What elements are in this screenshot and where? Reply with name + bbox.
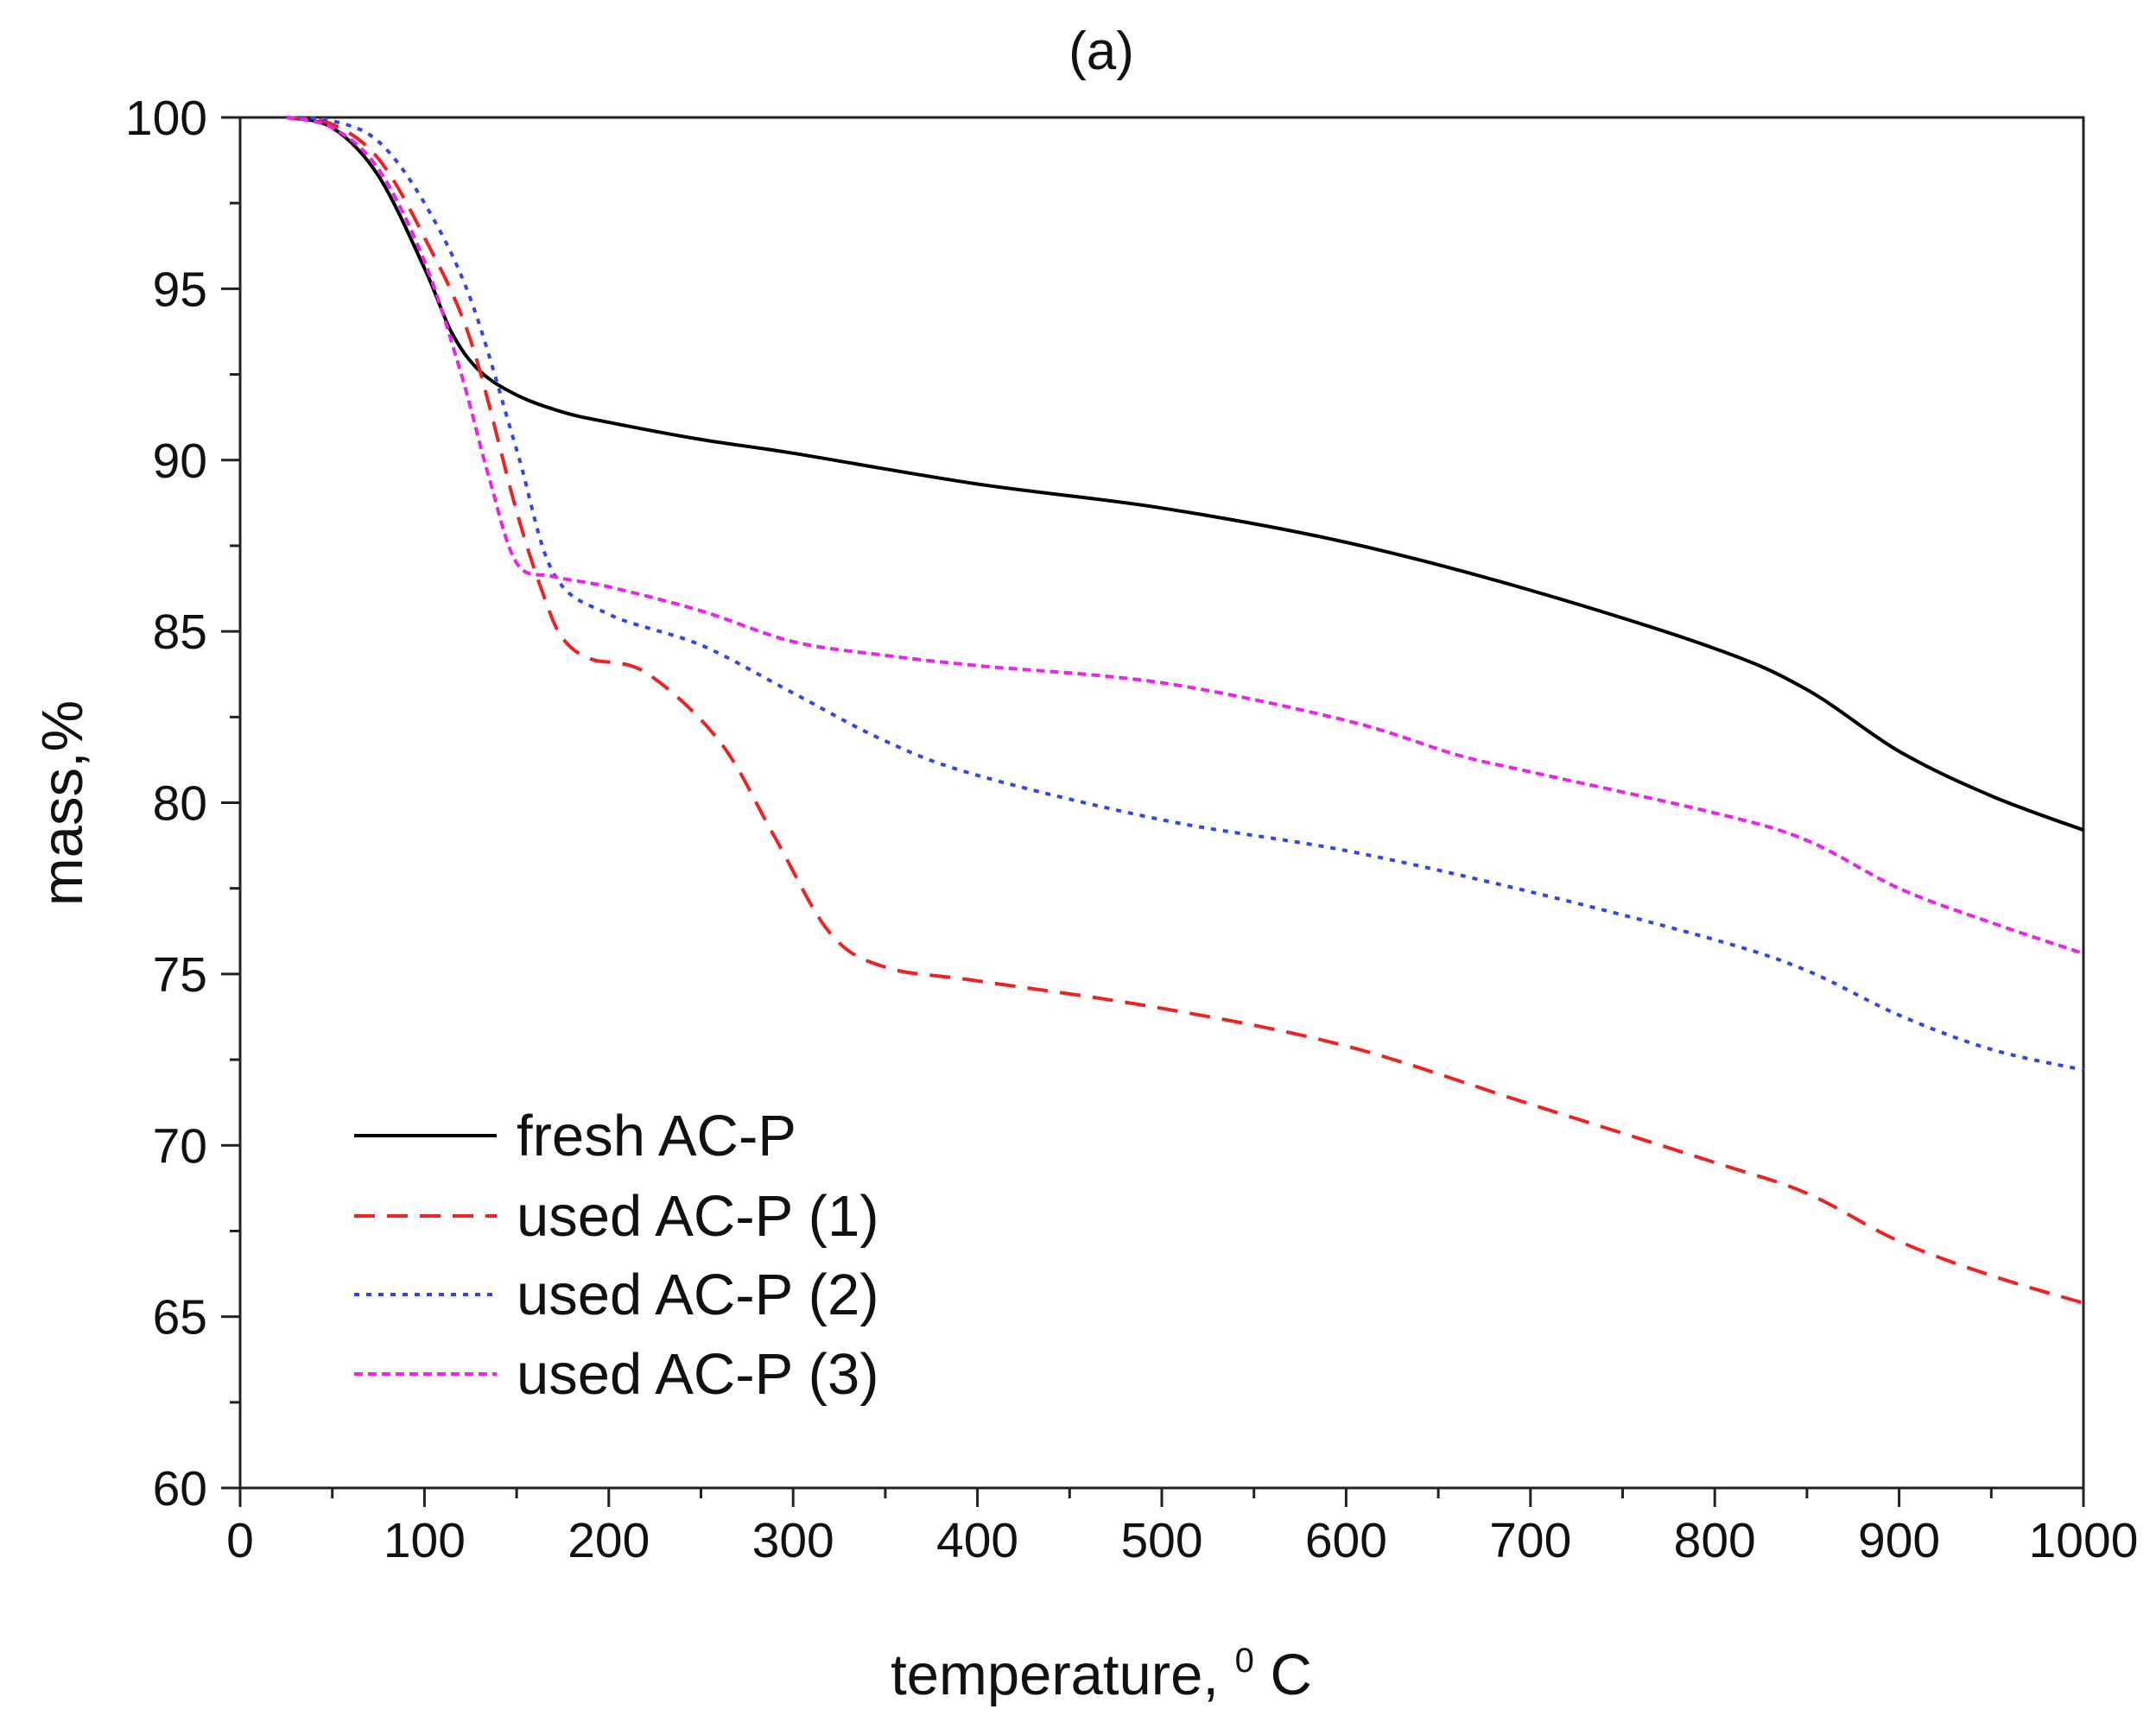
x-tick-label: 0 <box>226 1513 254 1568</box>
legend: fresh AC-P used AC-P (1) used AC-P (2) u… <box>354 1104 879 1407</box>
series-line-2 <box>286 116 2084 1305</box>
legend-label-fresh: fresh AC-P <box>517 1104 796 1168</box>
y-tick-label: 90 <box>153 434 207 489</box>
y-tick-label: 85 <box>153 605 207 660</box>
x-axis-title-superscript: 0 <box>1235 1642 1254 1680</box>
legend-label-used-3: used AC-P (3) <box>517 1342 879 1407</box>
x-tick-label: 900 <box>1858 1513 1940 1568</box>
x-tick-label: 500 <box>1120 1513 1202 1568</box>
y-tick-label: 60 <box>153 1461 207 1516</box>
y-tick-label: 100 <box>125 91 207 146</box>
x-axis-title: temperature, 0 C <box>891 1620 1312 1707</box>
y-tick-label: 65 <box>153 1290 207 1345</box>
y-tick-label: 95 <box>153 262 207 317</box>
x-axis-title-text: temperature, <box>891 1643 1234 1707</box>
x-axis-title-unit: C <box>1270 1643 1311 1707</box>
legend-label-used-2: used AC-P (2) <box>517 1263 879 1327</box>
legend-label-used-1: used AC-P (1) <box>517 1184 879 1249</box>
y-tick-label: 80 <box>153 776 207 832</box>
series-line-4 <box>285 116 2084 955</box>
x-tick-label: 100 <box>384 1513 466 1568</box>
x-tick-label: 200 <box>568 1513 650 1568</box>
y-axis-title: mass,% <box>30 700 95 906</box>
x-tick-label: 400 <box>936 1513 1018 1568</box>
y-axis-ticks: 60 65 70 75 80 85 90 95 100 <box>125 91 240 1516</box>
x-tick-label: 600 <box>1305 1513 1387 1568</box>
x-axis-ticks: 0 100 200 300 400 500 600 700 800 900 1000 <box>226 1488 2138 1568</box>
y-tick-label: 75 <box>153 947 207 1003</box>
x-tick-label: 700 <box>1489 1513 1571 1568</box>
series-line-3 <box>286 116 2084 1072</box>
y-tick-label: 70 <box>153 1118 207 1174</box>
x-tick-label: 800 <box>1674 1513 1756 1568</box>
series-line-1 <box>285 116 2084 833</box>
x-tick-label: 1000 <box>2029 1513 2139 1568</box>
x-tick-label: 300 <box>752 1513 834 1568</box>
series-lines <box>285 116 2084 1305</box>
chart-title: (a) <box>1068 22 1134 81</box>
